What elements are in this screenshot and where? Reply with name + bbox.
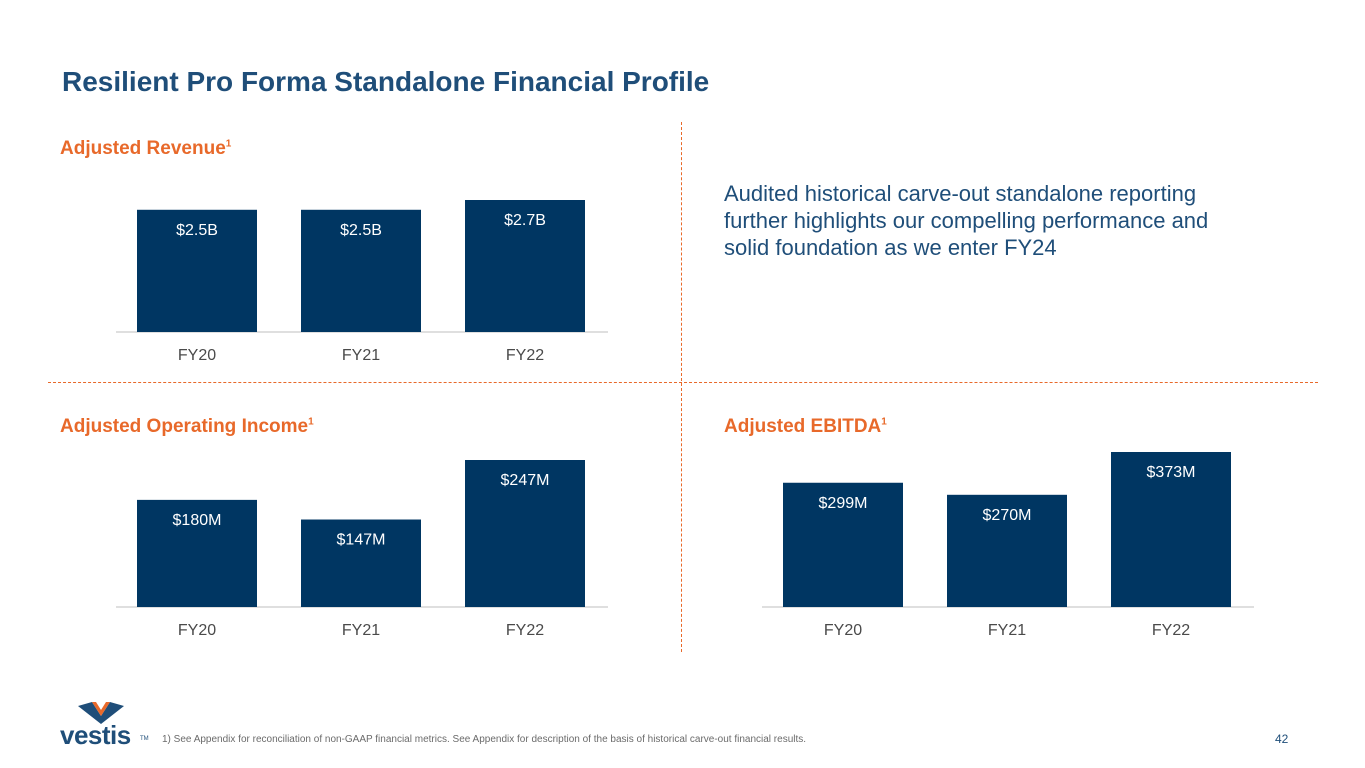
vertical-divider xyxy=(681,122,682,652)
tick-label: FY22 xyxy=(506,347,544,364)
bar-fy22 xyxy=(465,200,585,332)
chart-title-adjusted-revenue: Adjusted Revenue1 xyxy=(60,138,232,159)
data-label: $299M xyxy=(819,495,868,512)
data-label: $2.5B xyxy=(340,222,382,239)
chart-title-adjusted-ebitda: Adjusted EBITDA1 xyxy=(724,416,887,437)
data-label: $2.5B xyxy=(176,222,218,239)
bar-fy21 xyxy=(947,494,1067,607)
tick-label: FY22 xyxy=(506,622,544,639)
adjusted-operating-income-chart: $180M FY20 $147M FY21 $247M FY22 xyxy=(116,460,608,639)
adjusted-ebitda-chart: $299M FY20 $270M FY21 $373M FY22 xyxy=(762,452,1254,639)
logo-wordmark: vestis xyxy=(60,720,131,750)
footnote: 1) See Appendix for reconciliation of no… xyxy=(162,734,807,745)
narrative-text: Audited historical carve-out standalone … xyxy=(724,181,1209,260)
bar-fy21 xyxy=(301,209,421,332)
logo-mark-icon xyxy=(78,702,124,724)
data-label: $147M xyxy=(337,532,386,549)
data-label: $180M xyxy=(173,512,222,529)
tick-label: FY21 xyxy=(342,622,380,639)
tick-label: FY22 xyxy=(1152,622,1190,639)
bar-fy20 xyxy=(783,482,903,607)
footnote-marker: 1 xyxy=(225,138,232,150)
footnote-marker: 1 xyxy=(308,416,314,428)
logo-trademark: TM xyxy=(140,736,149,742)
data-label: $270M xyxy=(983,507,1032,524)
data-label: $2.7B xyxy=(504,212,546,229)
vestis-logo: vestis TM xyxy=(60,702,170,750)
adjusted-revenue-chart: $2.5B FY20 $2.5B FY21 $2.7B FY22 xyxy=(116,200,608,364)
tick-label: FY21 xyxy=(988,622,1026,639)
bar-fy22 xyxy=(465,460,585,607)
tick-label: FY20 xyxy=(824,622,862,639)
slide-title: Resilient Pro Forma Standalone Financial… xyxy=(62,66,710,97)
bar-fy20 xyxy=(137,499,257,607)
bar-fy22 xyxy=(1111,452,1231,607)
tick-label: FY20 xyxy=(178,622,216,639)
bar-fy20 xyxy=(137,209,257,332)
footnote-marker: 1 xyxy=(881,416,887,428)
tick-label: FY20 xyxy=(178,347,216,364)
page-number: 42 xyxy=(1275,732,1289,746)
data-label: $247M xyxy=(501,472,550,489)
chart-title-adjusted-operating-income: Adjusted Operating Income1 xyxy=(60,416,314,437)
horizontal-divider xyxy=(48,382,1318,383)
tick-label: FY21 xyxy=(342,347,380,364)
bar-fy21 xyxy=(301,519,421,607)
data-label: $373M xyxy=(1147,464,1196,481)
